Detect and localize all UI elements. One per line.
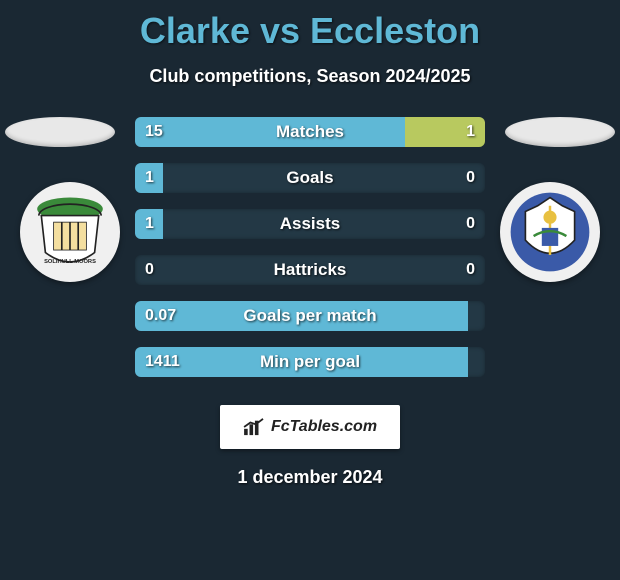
brand-main: Tables: [290, 418, 340, 435]
page-subtitle: Club competitions, Season 2024/2025: [0, 66, 620, 87]
shield-icon: SOLIHULL MOORS: [29, 191, 111, 273]
stat-label: Matches: [135, 122, 485, 142]
svg-text:SOLIHULL MOORS: SOLIHULL MOORS: [44, 259, 96, 265]
brand-suffix: .com: [340, 418, 377, 435]
left-player-photo-placeholder: [5, 117, 115, 147]
stat-label: Goals per match: [135, 306, 485, 326]
stat-value-right: 0: [466, 261, 475, 279]
page-title: Clarke vs Eccleston: [0, 10, 620, 52]
brand-prefix: Fc: [271, 418, 290, 435]
stats-area: SOLIHULL MOORS 15Matches11Goals01Assists…: [0, 117, 620, 377]
brand-text: FcTables.com: [271, 418, 377, 436]
right-club-crest: [500, 182, 600, 282]
stat-row: 0.07Goals per match: [135, 301, 485, 331]
stat-row: 1411Min per goal: [135, 347, 485, 377]
stat-label: Min per goal: [135, 352, 485, 372]
stat-row: 1Assists0: [135, 209, 485, 239]
stat-row: 1Goals0: [135, 163, 485, 193]
stat-label: Assists: [135, 214, 485, 234]
stat-label: Goals: [135, 168, 485, 188]
stat-value-right: 1: [466, 123, 475, 141]
chart-icon: [243, 418, 265, 436]
stat-row: 15Matches1: [135, 117, 485, 147]
right-player-photo-placeholder: [505, 117, 615, 147]
shield-icon: [509, 191, 591, 273]
stat-value-right: 0: [466, 215, 475, 233]
date-line: 1 december 2024: [0, 467, 620, 488]
stat-row: 0Hattricks0: [135, 255, 485, 285]
stat-rows: 15Matches11Goals01Assists00Hattricks00.0…: [135, 117, 485, 377]
stat-value-right: 0: [466, 169, 475, 187]
stat-label: Hattricks: [135, 260, 485, 280]
left-club-crest: SOLIHULL MOORS: [20, 182, 120, 282]
brand-badge: FcTables.com: [220, 405, 400, 449]
